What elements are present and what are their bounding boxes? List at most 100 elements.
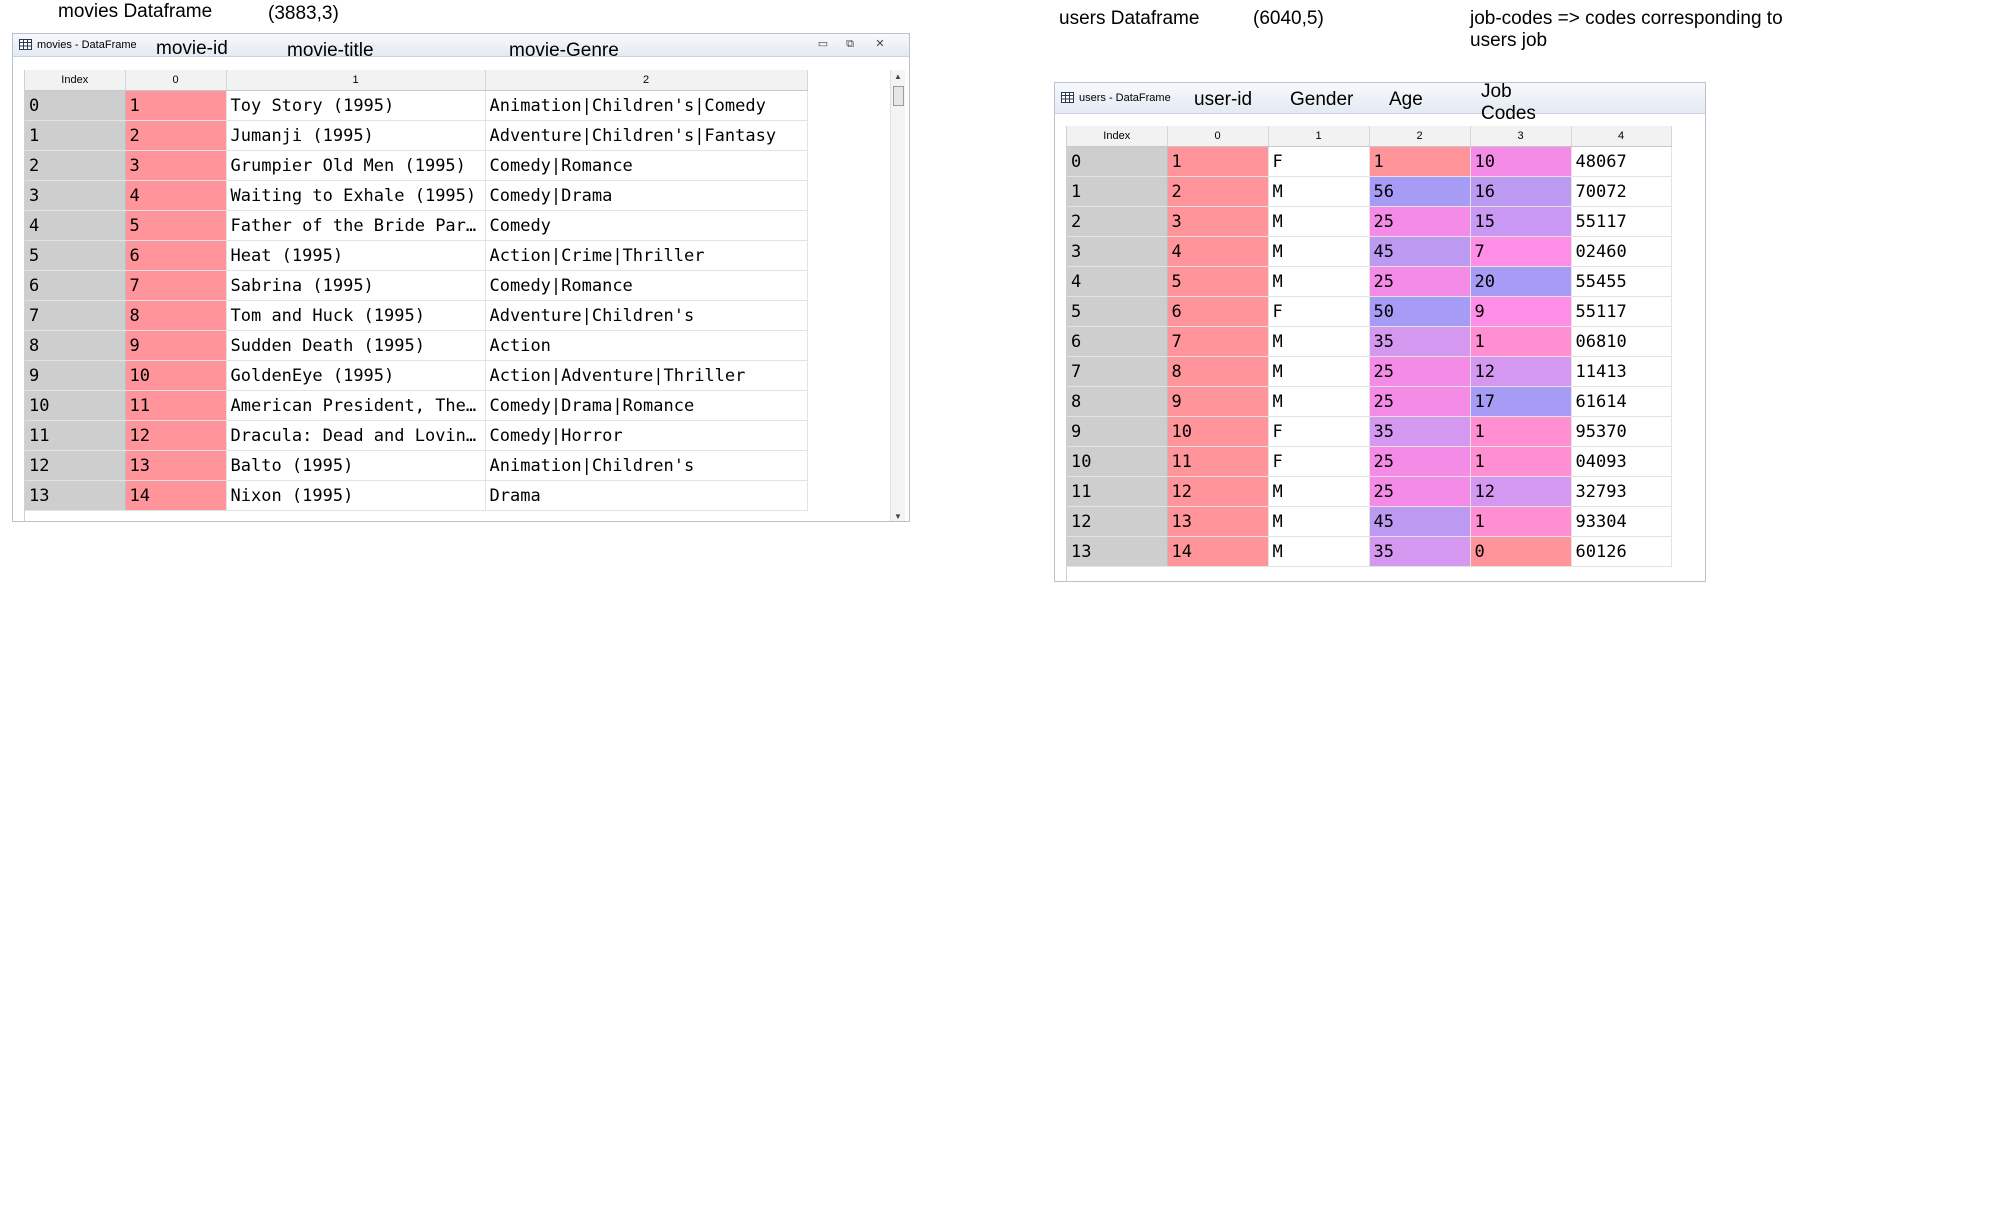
movie-title-cell[interactable]: Heat (1995) [226,240,486,271]
row-index-cell[interactable]: 9 [25,360,126,391]
movie-title-cell[interactable]: Jumanji (1995) [226,120,486,151]
movie-id-cell[interactable]: 4 [125,180,227,211]
header-col-2[interactable]: 2 [1369,126,1471,147]
table-row[interactable]: 6 7 M 35 1 06810 [1067,326,1672,357]
age-cell[interactable]: 25 [1369,266,1471,297]
table-row[interactable]: 1 2 Jumanji (1995) Adventure|Children's|Fan… [25,120,808,151]
movie-title-cell[interactable]: Grumpier Old Men (1995) [226,150,486,181]
table-row[interactable]: 4 5 M 25 20 55455 [1067,266,1672,297]
maximize-icon[interactable]: ⧉ [846,38,854,50]
gender-cell[interactable]: M [1268,176,1370,207]
row-index-cell[interactable]: 4 [1067,266,1168,297]
movie-id-cell[interactable]: 13 [125,450,227,481]
table-row[interactable]: 8 9 Sudden Death (1995) Action [25,330,808,361]
user-id-cell[interactable]: 4 [1167,236,1269,267]
job-code-cell[interactable]: 12 [1470,356,1572,387]
header-col-3[interactable]: 3 [1470,126,1572,147]
zip-code-cell[interactable]: 06810 [1571,326,1672,357]
gender-cell[interactable]: M [1268,476,1370,507]
row-index-cell[interactable]: 13 [1067,536,1168,567]
age-cell[interactable]: 45 [1369,506,1471,537]
user-id-cell[interactable]: 2 [1167,176,1269,207]
table-row[interactable]: 4 5 Father of the Bride Par… Comedy [25,210,808,241]
zip-code-cell[interactable]: 55117 [1571,296,1672,327]
movie-genre-cell[interactable]: Comedy|Romance [485,150,808,181]
row-index-cell[interactable]: 4 [25,210,126,241]
scroll-down-icon[interactable]: ▼ [894,512,902,521]
movie-genre-cell[interactable]: Comedy|Drama [485,180,808,211]
user-id-cell[interactable]: 5 [1167,266,1269,297]
user-id-cell[interactable]: 7 [1167,326,1269,357]
gender-cell[interactable]: M [1268,386,1370,417]
table-row[interactable]: 11 12 Dracula: Dead and Lovin… Comedy|Horro… [25,420,808,451]
row-index-cell[interactable]: 3 [1067,236,1168,267]
table-row[interactable]: 5 6 F 50 9 55117 [1067,296,1672,327]
table-row[interactable]: 7 8 Tom and Huck (1995) Adventure|Children'… [25,300,808,331]
movie-id-cell[interactable]: 1 [125,90,227,121]
movie-id-cell[interactable]: 11 [125,390,227,421]
gender-cell[interactable]: F [1268,146,1370,177]
table-row[interactable]: 10 11 American President, The… Comedy|Drama… [25,390,808,421]
age-cell[interactable]: 25 [1369,446,1471,477]
row-index-cell[interactable]: 10 [1067,446,1168,477]
gender-cell[interactable]: F [1268,416,1370,447]
zip-code-cell[interactable]: 32793 [1571,476,1672,507]
zip-code-cell[interactable]: 55117 [1571,206,1672,237]
zip-code-cell[interactable]: 02460 [1571,236,1672,267]
zip-code-cell[interactable]: 93304 [1571,506,1672,537]
table-row[interactable]: 6 7 Sabrina (1995) Comedy|Romance [25,270,808,301]
movie-id-cell[interactable]: 5 [125,210,227,241]
header-col-1[interactable]: 1 [1268,126,1370,147]
zip-code-cell[interactable]: 48067 [1571,146,1672,177]
row-index-cell[interactable]: 6 [25,270,126,301]
row-index-cell[interactable]: 13 [25,480,126,511]
user-id-cell[interactable]: 12 [1167,476,1269,507]
movie-title-cell[interactable]: Sabrina (1995) [226,270,486,301]
movie-genre-cell[interactable]: Action|Crime|Thriller [485,240,808,271]
row-index-cell[interactable]: 6 [1067,326,1168,357]
row-index-cell[interactable]: 10 [25,390,126,421]
row-index-cell[interactable]: 11 [25,420,126,451]
job-code-cell[interactable]: 7 [1470,236,1572,267]
movie-genre-cell[interactable]: Action [485,330,808,361]
row-index-cell[interactable]: 9 [1067,416,1168,447]
table-row[interactable]: 12 13 M 45 1 93304 [1067,506,1672,537]
row-index-cell[interactable]: 0 [1067,146,1168,177]
user-id-cell[interactable]: 11 [1167,446,1269,477]
movie-id-cell[interactable]: 12 [125,420,227,451]
movie-title-cell[interactable]: Waiting to Exhale (1995) [226,180,486,211]
row-index-cell[interactable]: 5 [25,240,126,271]
age-cell[interactable]: 1 [1369,146,1471,177]
age-cell[interactable]: 35 [1369,536,1471,567]
movie-title-cell[interactable]: Nixon (1995) [226,480,486,511]
row-index-cell[interactable]: 8 [1067,386,1168,417]
zip-code-cell[interactable]: 04093 [1571,446,1672,477]
table-row[interactable]: 1 2 M 56 16 70072 [1067,176,1672,207]
movie-id-cell[interactable]: 3 [125,150,227,181]
age-cell[interactable]: 25 [1369,386,1471,417]
row-index-cell[interactable]: 2 [25,150,126,181]
table-row[interactable]: 0 1 F 1 10 48067 [1067,146,1672,177]
table-row[interactable]: 0 1 Toy Story (1995) Animation|Children's|C… [25,90,808,121]
movie-title-cell[interactable]: GoldenEye (1995) [226,360,486,391]
movie-title-cell[interactable]: Father of the Bride Par… [226,210,486,241]
movies-window-titlebar[interactable]: movies - DataFrame movie-id movie-title … [13,34,909,61]
job-code-cell[interactable]: 1 [1470,416,1572,447]
movie-genre-cell[interactable]: Animation|Children's [485,450,808,481]
table-row[interactable]: 3 4 M 45 7 02460 [1067,236,1672,267]
movie-title-cell[interactable]: American President, The… [226,390,486,421]
user-id-cell[interactable]: 13 [1167,506,1269,537]
age-cell[interactable]: 25 [1369,476,1471,507]
table-row[interactable]: 11 12 M 25 12 32793 [1067,476,1672,507]
zip-code-cell[interactable]: 55455 [1571,266,1672,297]
table-row[interactable]: 12 13 Balto (1995) Animation|Children's [25,450,808,481]
table-row[interactable]: 9 10 GoldenEye (1995) Action|Adventure|Thri… [25,360,808,391]
movie-genre-cell[interactable]: Comedy [485,210,808,241]
gender-cell[interactable]: M [1268,236,1370,267]
user-id-cell[interactable]: 1 [1167,146,1269,177]
movie-id-cell[interactable]: 10 [125,360,227,391]
age-cell[interactable]: 56 [1369,176,1471,207]
age-cell[interactable]: 45 [1369,236,1471,267]
table-row[interactable]: 10 11 F 25 1 04093 [1067,446,1672,477]
table-row[interactable]: 2 3 Grumpier Old Men (1995) Comedy|Romance [25,150,808,181]
